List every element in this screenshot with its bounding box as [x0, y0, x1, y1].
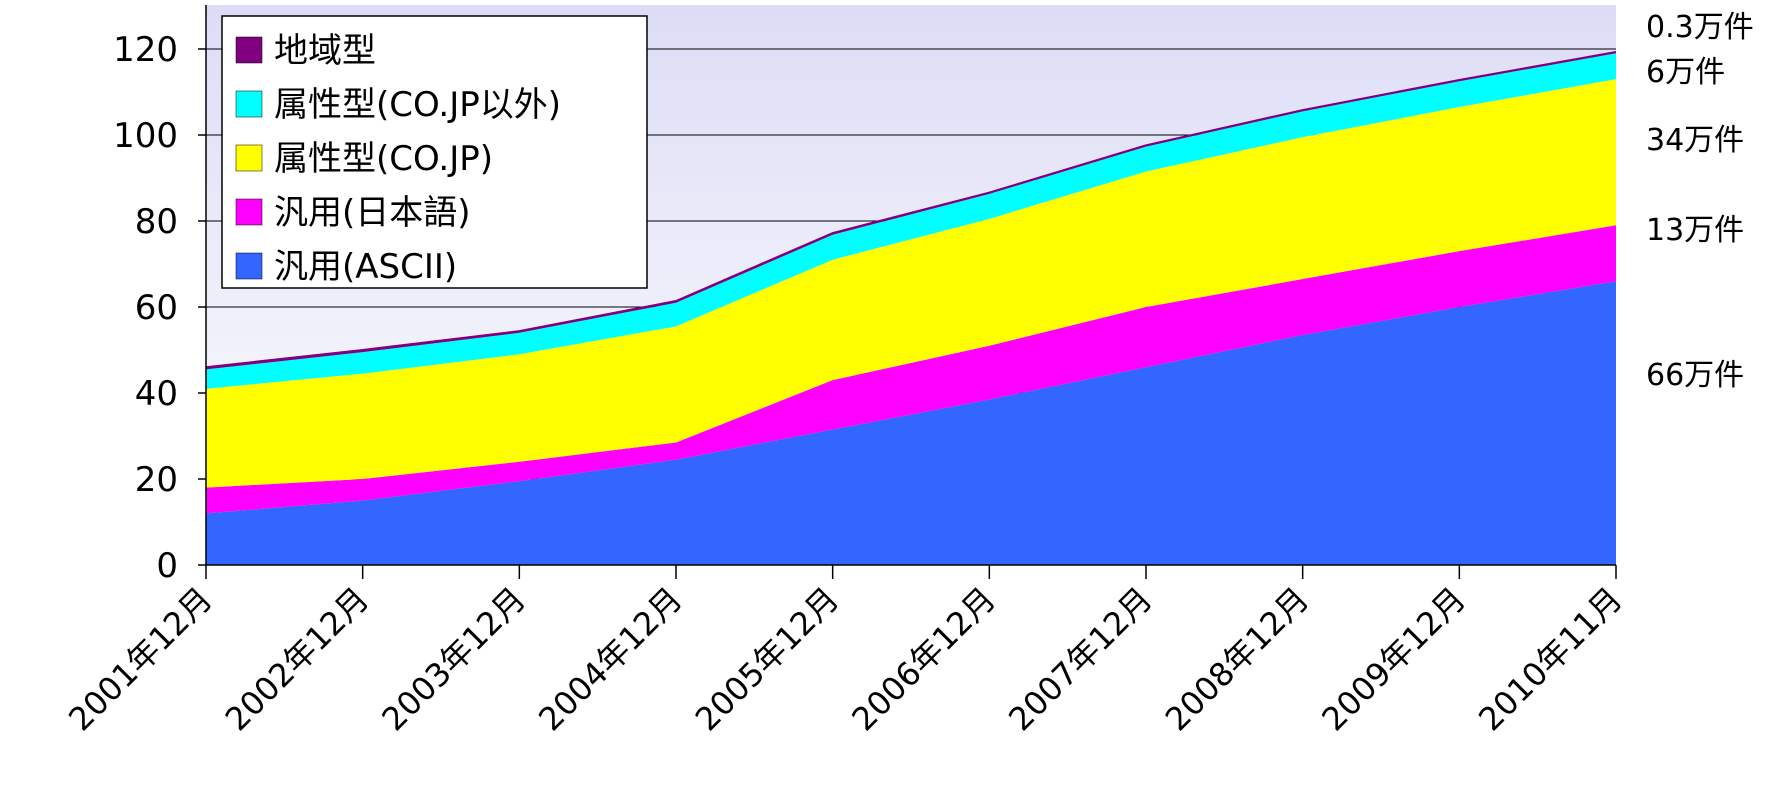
end-label: 13万件 [1646, 213, 1744, 248]
x-tick-label: 2004年12月 [531, 580, 690, 739]
series-areas [205, 51, 1617, 565]
legend-swatch [235, 90, 263, 118]
legend-swatch [235, 198, 263, 226]
x-tick-label: 2002年12月 [218, 580, 377, 739]
legend-box [221, 15, 648, 289]
legend-label: 属性型(CO.JP以外) [274, 85, 561, 125]
x-tick-label: 2003年12月 [374, 580, 533, 739]
end-label: 34万件 [1646, 123, 1744, 158]
end-label: 0.3万件 [1646, 10, 1754, 45]
x-tick-label: 2008年12月 [1158, 580, 1317, 739]
x-tick-label: 2001年12月 [61, 580, 220, 739]
legend-label: 汎用(ASCII) [274, 247, 457, 287]
total-outline [205, 51, 1617, 369]
series-area [206, 281, 1616, 565]
series-area [206, 79, 1616, 488]
x-tick-label: 2007年12月 [1001, 580, 1160, 739]
legend-swatch [235, 144, 263, 172]
legend-swatch [235, 252, 263, 280]
y-tick-label: 100 [113, 116, 178, 156]
y-tick-label: 80 [135, 202, 178, 242]
legend-label: 地域型 [274, 31, 376, 71]
x-tick-label: 2006年12月 [844, 580, 1003, 739]
axes [198, 5, 1617, 579]
end-labels: 0.3万件 6万件 34万件 13万件 66万件 [1646, 10, 1754, 393]
x-tick-label: 2009年12月 [1314, 580, 1473, 739]
legend-label: 属性型(CO.JP) [274, 139, 493, 179]
end-label: 6万件 [1646, 55, 1725, 90]
x-tick-label: 2010年11月 [1471, 580, 1630, 739]
end-label: 66万件 [1646, 358, 1744, 393]
series-area [206, 53, 1616, 389]
y-tick-label: 40 [135, 374, 178, 414]
series-area [206, 225, 1616, 514]
y-tick-label: 120 [113, 30, 178, 70]
y-tick-label: 20 [135, 460, 178, 500]
legend-label: 汎用(日本語) [274, 193, 471, 233]
y-tick-labels: 0 20 40 60 80 100 120 [113, 30, 178, 586]
x-tick-labels: 2001年12月2002年12月2003年12月2004年12月2005年12月… [61, 580, 1630, 739]
y-tick-label: 60 [135, 288, 178, 328]
legend-swatch [235, 36, 263, 64]
x-tick-label: 2005年12月 [688, 580, 847, 739]
y-tick-label: 0 [156, 546, 178, 586]
